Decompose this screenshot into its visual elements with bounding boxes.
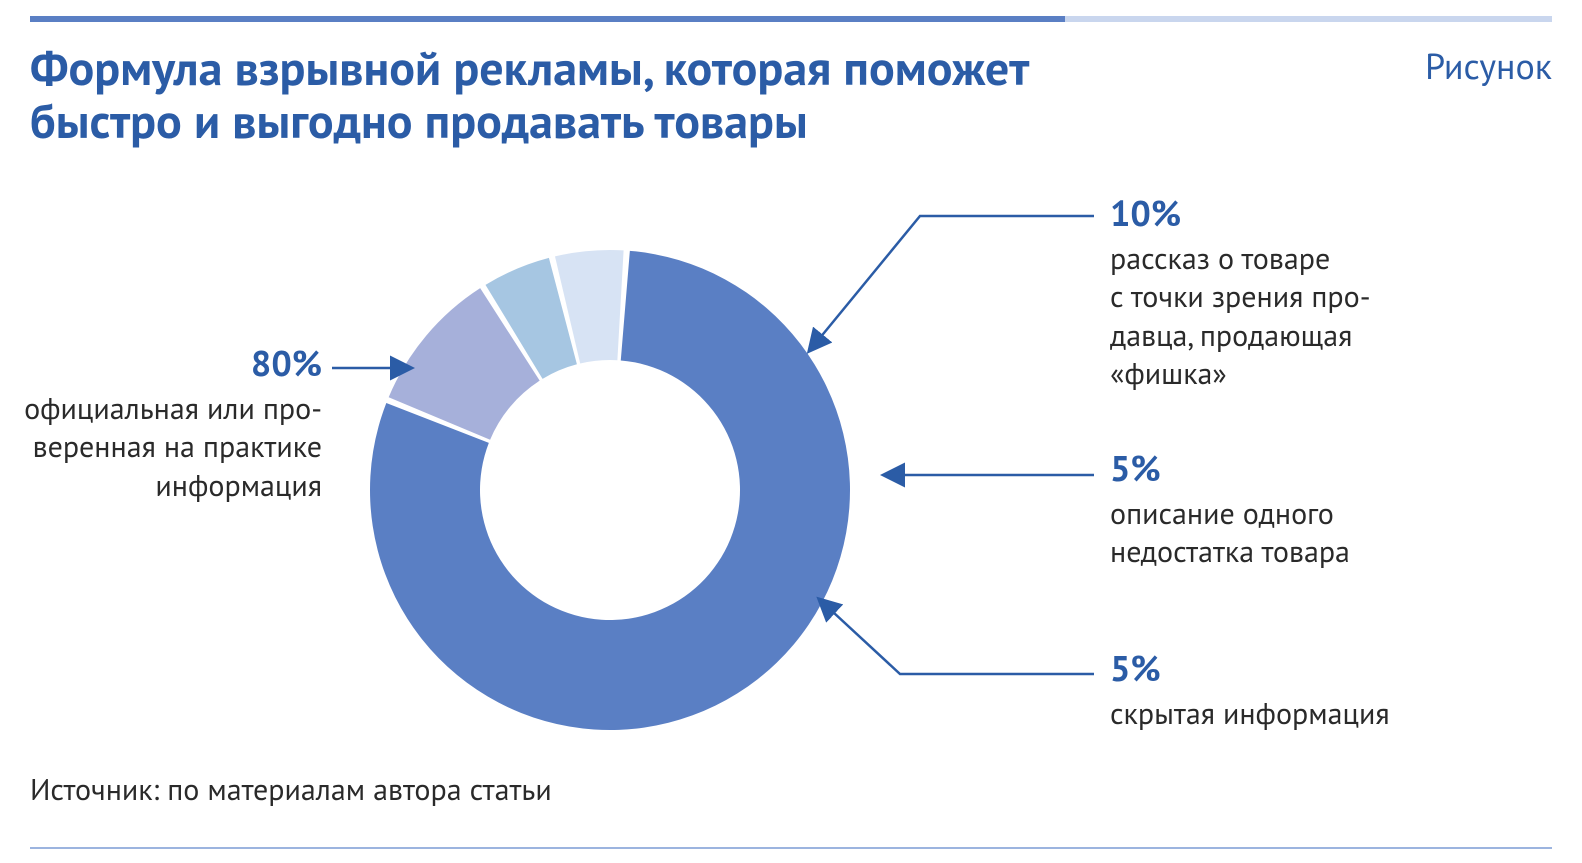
label-5b: 5% скрытая информация (1110, 645, 1540, 733)
label-5a-text: описание одногонедостатка товара (1110, 494, 1350, 571)
label-10-pct: 10% (1110, 190, 1530, 236)
label-80-text: официальная или про-веренная на практике… (24, 389, 322, 505)
label-80-pct: 80% (22, 340, 322, 386)
label-5b-text: скрытая информация (1110, 694, 1390, 733)
label-80: 80% официальная или про-веренная на прак… (22, 340, 322, 505)
callout-arrow (810, 216, 1094, 350)
infographic-frame: Формула взрывной рекламы, которая поможе… (0, 0, 1582, 863)
rule-bottom (30, 847, 1552, 849)
label-10: 10% рассказ о товарес точки зрения про-д… (1110, 190, 1530, 394)
label-5a: 5% описание одногонедостатка товара (1110, 445, 1530, 572)
label-5a-pct: 5% (1110, 445, 1530, 491)
source-text: Источник: по материалам автора статьи (30, 770, 552, 809)
callout-arrow (820, 600, 1094, 674)
label-10-text: рассказ о товарес точки зрения про-давца… (1110, 239, 1371, 393)
label-5b-pct: 5% (1110, 645, 1540, 691)
